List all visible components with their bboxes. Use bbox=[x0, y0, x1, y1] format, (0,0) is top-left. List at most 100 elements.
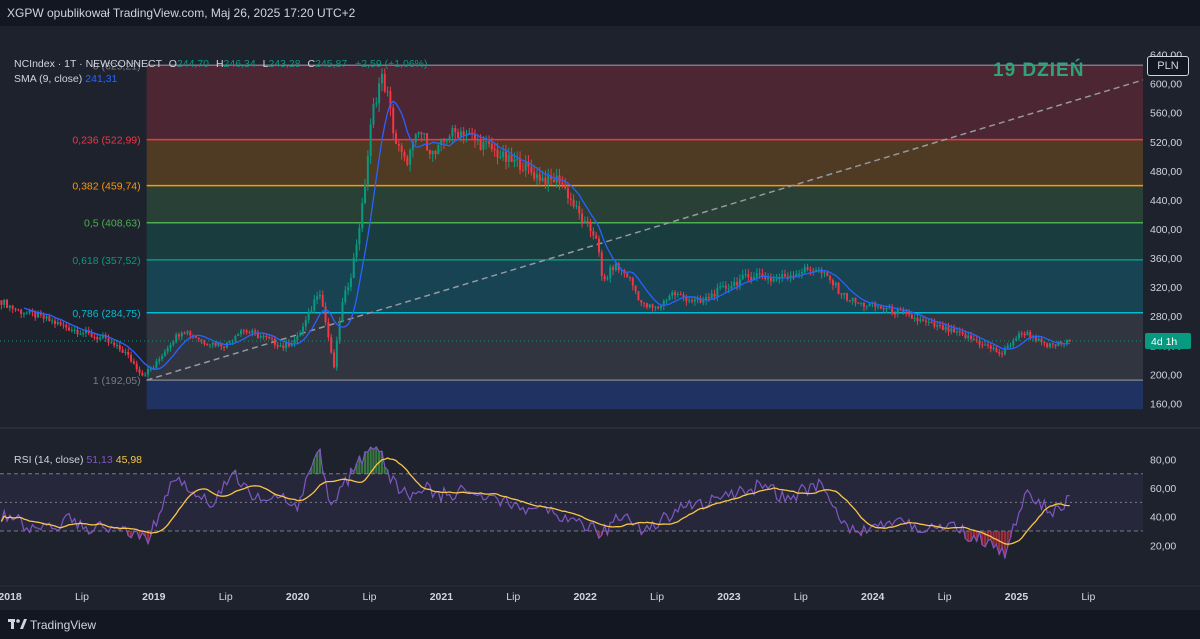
candle-body bbox=[96, 336, 99, 340]
candle-body bbox=[719, 286, 722, 288]
candle-body bbox=[978, 340, 981, 345]
symbol-label[interactable]: NCIndex · 1T · NEWCONNECT bbox=[14, 58, 162, 70]
candle-body bbox=[919, 319, 922, 322]
candle-body bbox=[595, 235, 598, 239]
candle-body bbox=[445, 140, 448, 142]
currency-button[interactable]: PLN bbox=[1147, 56, 1189, 76]
candle-body bbox=[516, 158, 519, 160]
high-value: 246,34 bbox=[223, 58, 256, 70]
candle-body bbox=[110, 342, 113, 344]
candle-body bbox=[79, 333, 82, 335]
candle-body bbox=[510, 154, 513, 162]
time-tick-label: 2019 bbox=[142, 591, 166, 603]
candle-body bbox=[964, 334, 967, 338]
chart-area[interactable]: 0 (625,21) 0,236 (522,99) 0,382 (459,74) 0,… bbox=[0, 26, 1200, 610]
candle-body bbox=[155, 361, 158, 368]
fib-level-label: 0,236 (522,99) bbox=[72, 135, 140, 147]
candle-body bbox=[189, 331, 192, 336]
candle-body bbox=[428, 150, 431, 155]
candle-body bbox=[347, 287, 350, 291]
candle-body bbox=[502, 151, 505, 157]
candle-body bbox=[409, 150, 412, 165]
candle-body bbox=[214, 342, 217, 346]
chart-svg[interactable]: 0 (625,21) 0,236 (522,99) 0,382 (459,74) 0,… bbox=[0, 26, 1200, 610]
candle-body bbox=[626, 273, 629, 278]
candle-body bbox=[967, 335, 970, 338]
candle-body bbox=[130, 354, 133, 362]
close-value: 245,87 bbox=[315, 58, 348, 70]
candle-body bbox=[1009, 345, 1012, 347]
rsi-axis[interactable]: 80,00 60,00 40,00 20,00 bbox=[1150, 454, 1176, 552]
fib-level-label: 0 (625,21) bbox=[93, 60, 141, 72]
candle-body bbox=[99, 337, 102, 340]
candle-body bbox=[1029, 331, 1032, 338]
rsi-tick-label: 80,00 bbox=[1150, 454, 1176, 466]
candle-body bbox=[851, 297, 854, 301]
sma-label[interactable]: SMA (9, close) bbox=[14, 73, 83, 85]
candle-body bbox=[166, 348, 169, 352]
candle-body bbox=[685, 297, 688, 302]
candle-body bbox=[259, 336, 262, 338]
time-tick-label: 2024 bbox=[861, 591, 885, 603]
candle-body bbox=[755, 273, 758, 278]
time-axis[interactable]: 2018 Lip 2019 Lip 2020 Lip 2021 Lip 2022 Lip 2023 L… bbox=[0, 585, 1200, 603]
price-tick-label: 440,00 bbox=[1150, 195, 1182, 207]
fib-labels: 0 (625,21) 0,236 (522,99) 0,382 (459,74) 0,… bbox=[72, 60, 140, 387]
candle-body bbox=[668, 295, 671, 301]
price-tick-label: 160,00 bbox=[1150, 398, 1182, 410]
candle-body bbox=[1065, 339, 1068, 344]
candle-body bbox=[380, 73, 383, 84]
candle-body bbox=[403, 151, 406, 157]
candle-body bbox=[865, 306, 868, 308]
candle-body bbox=[273, 338, 276, 345]
candle-body bbox=[499, 156, 502, 158]
candle-body bbox=[803, 267, 806, 273]
legend-rsi: RSI (14, close) 51,13 45,98 bbox=[14, 454, 142, 466]
candle-body bbox=[296, 335, 299, 340]
time-tick-label: 2025 bbox=[1005, 591, 1029, 603]
candle-body bbox=[395, 133, 398, 144]
candle-body bbox=[437, 144, 440, 155]
candle-body bbox=[355, 244, 358, 258]
candle-body bbox=[163, 351, 166, 357]
candle-body bbox=[434, 150, 437, 155]
rsi-tick-label: 20,00 bbox=[1150, 540, 1176, 552]
rsi-label[interactable]: RSI (14, close) bbox=[14, 454, 84, 466]
candle-body bbox=[792, 275, 795, 277]
fib-zone bbox=[146, 222, 1144, 260]
candle-body bbox=[14, 308, 17, 310]
candle-body bbox=[784, 274, 787, 277]
time-tick-label: Lip bbox=[506, 591, 520, 603]
candle-body bbox=[612, 266, 615, 271]
candle-body bbox=[307, 312, 310, 320]
candle-body bbox=[970, 335, 973, 339]
candle-body bbox=[896, 309, 899, 314]
candle-body bbox=[913, 317, 916, 319]
price-axis[interactable]: 640,00600,00560,00520,00480,00440,00400,… bbox=[0, 26, 1200, 586]
candle-body bbox=[70, 329, 73, 331]
candle-body bbox=[76, 329, 79, 335]
candle-body bbox=[1001, 353, 1004, 355]
trend-line[interactable] bbox=[146, 79, 1144, 381]
candle-body bbox=[161, 356, 164, 360]
candle-body bbox=[25, 312, 28, 314]
candle-body bbox=[186, 331, 189, 334]
candle-body bbox=[507, 154, 510, 162]
candle-body bbox=[361, 203, 364, 229]
candle-body bbox=[620, 270, 623, 272]
sma-line bbox=[0, 100, 1143, 370]
candle-body bbox=[8, 305, 11, 308]
candle-body bbox=[998, 351, 1001, 354]
candle-body bbox=[705, 296, 708, 301]
candle-body bbox=[831, 279, 834, 286]
candle-body bbox=[321, 294, 324, 307]
time-tick-label: Lip bbox=[1081, 591, 1095, 603]
candle-body bbox=[679, 293, 682, 295]
candle-body bbox=[20, 309, 23, 314]
candle-body bbox=[846, 293, 849, 301]
candle-body bbox=[310, 310, 313, 313]
candle-body bbox=[809, 269, 812, 271]
candle-body bbox=[265, 335, 268, 338]
candle-body bbox=[113, 342, 116, 346]
candle-body bbox=[961, 332, 964, 335]
